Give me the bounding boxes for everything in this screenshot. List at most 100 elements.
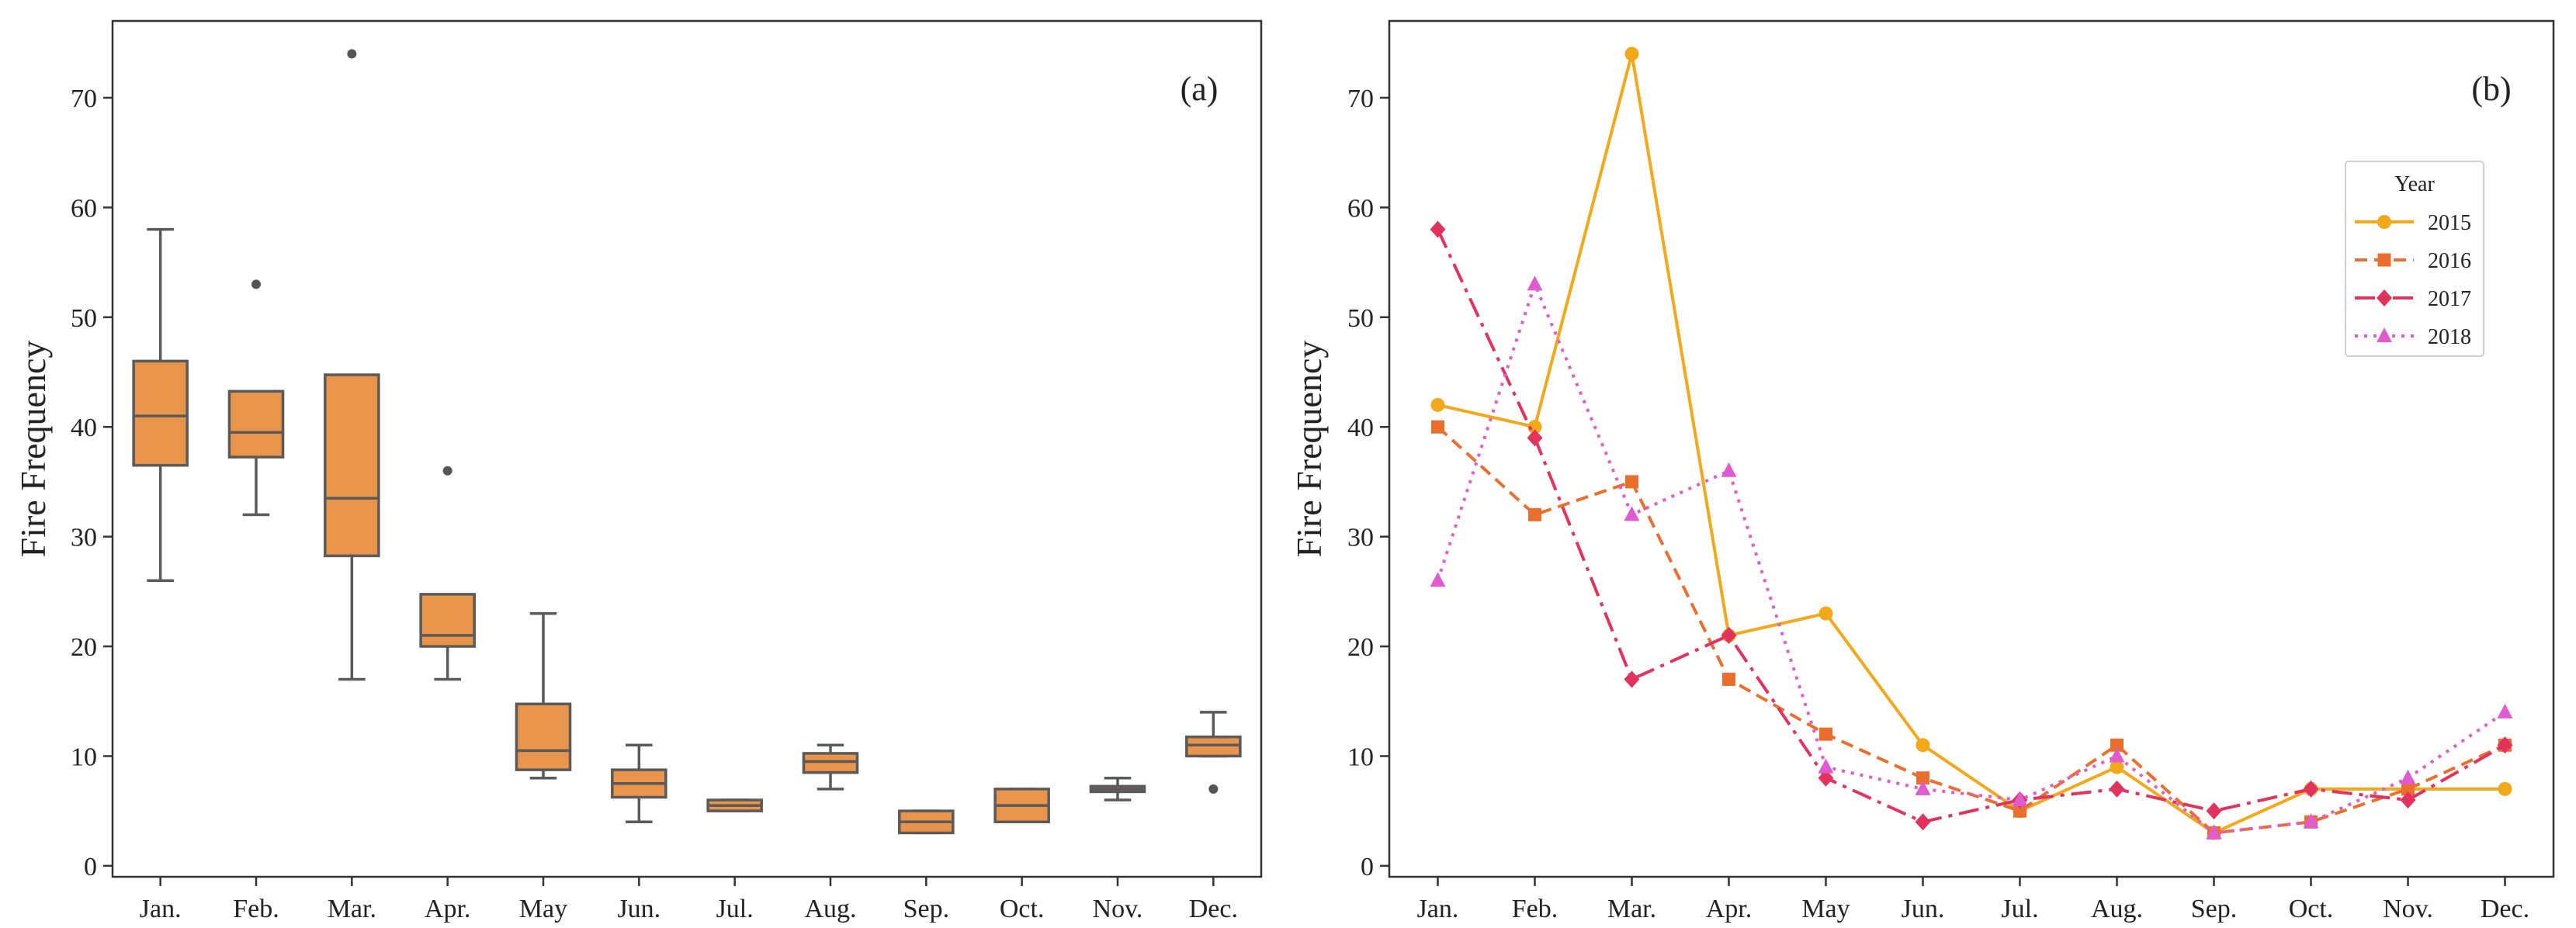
data-point bbox=[1722, 672, 1735, 686]
x-tick-label: Jan. bbox=[140, 895, 182, 923]
legend-box bbox=[2345, 161, 2484, 357]
series-line bbox=[1436, 282, 2506, 835]
legend-marker bbox=[2377, 289, 2392, 306]
data-point bbox=[2497, 736, 2513, 754]
x-tick-label: Nov. bbox=[1093, 895, 1143, 923]
box-outlier bbox=[1208, 784, 1219, 794]
box-11 bbox=[1089, 776, 1146, 802]
data-point bbox=[1527, 275, 1543, 291]
data-point bbox=[2400, 769, 2416, 784]
data-point bbox=[2110, 760, 2124, 774]
box-2 bbox=[227, 279, 285, 517]
panel-a-boxplot: 0 10 20 30 40 50 60 70 Jan. Feb. Mar. Apr. May Jun. Ju… bbox=[13, 19, 1263, 923]
box-body bbox=[515, 702, 572, 771]
x-tick-label: Jul. bbox=[2001, 895, 2038, 923]
panel-label: (b) bbox=[2471, 70, 2511, 108]
data-point bbox=[1430, 397, 1445, 412]
box-4 bbox=[419, 466, 476, 681]
box-body bbox=[324, 373, 380, 558]
series-line bbox=[1437, 52, 2505, 835]
y-tick-label: 10 bbox=[71, 743, 97, 771]
y-tick-label: 50 bbox=[71, 304, 97, 333]
y-tick-label: 40 bbox=[71, 414, 97, 442]
box-7 bbox=[706, 798, 763, 812]
box-5 bbox=[515, 611, 572, 780]
y-tick-label: 10 bbox=[1347, 743, 1374, 771]
x-tick-label: Feb. bbox=[1512, 895, 1558, 923]
data-point bbox=[2109, 780, 2125, 798]
data-point bbox=[1625, 475, 1638, 489]
x-tick-label: Jul. bbox=[716, 895, 754, 923]
y-axis-label: Fire Frequency bbox=[1289, 341, 1329, 558]
data-point bbox=[1819, 727, 1832, 741]
x-tick-label: Jun. bbox=[1902, 895, 1945, 923]
x-tick-label: Aug. bbox=[2091, 895, 2143, 923]
y-tick-label: 0 bbox=[1361, 853, 1374, 881]
plot-frame bbox=[1388, 19, 2555, 878]
y-tick-label: 30 bbox=[71, 524, 97, 552]
data-point bbox=[1818, 606, 1833, 621]
y-tick-label: 70 bbox=[71, 85, 97, 113]
legend-marker bbox=[2377, 215, 2391, 229]
legend-label: 2018 bbox=[2428, 325, 2471, 349]
data-point bbox=[1624, 506, 1640, 521]
y-tick-label: 20 bbox=[71, 633, 97, 662]
box-8 bbox=[802, 743, 859, 791]
data-point bbox=[2206, 802, 2222, 820]
data-point bbox=[2109, 747, 2125, 763]
x-tick-label: Oct. bbox=[1000, 895, 1045, 923]
x-tick-label: Apr. bbox=[425, 895, 471, 923]
x-tick-label: Feb. bbox=[233, 895, 279, 923]
x-tick-label: Sep. bbox=[2191, 895, 2238, 923]
data-point bbox=[2400, 791, 2416, 809]
data-point bbox=[1818, 769, 1834, 787]
box-body bbox=[227, 390, 285, 459]
box-outlier bbox=[347, 49, 357, 59]
x-tick-label: May bbox=[1801, 895, 1850, 923]
x-tick-label: Nov. bbox=[2383, 895, 2433, 923]
box-body bbox=[419, 593, 476, 648]
y-axis-label: Fire Frequency bbox=[13, 341, 53, 558]
box-10 bbox=[993, 788, 1050, 824]
data-point bbox=[1916, 771, 1929, 785]
box-body bbox=[802, 752, 859, 774]
data-point bbox=[1527, 429, 1543, 447]
panel-b-line-chart: 0 10 20 30 40 50 60 70 Jan. Feb. Mar. Apr. May Jun. Ju… bbox=[1289, 19, 2555, 923]
x-tick-label: Jan. bbox=[1417, 895, 1459, 923]
y-tick-label: 40 bbox=[1347, 414, 1374, 442]
data-point bbox=[1528, 507, 1541, 521]
box-3 bbox=[324, 49, 380, 681]
data-point bbox=[2110, 738, 2124, 752]
box-1 bbox=[132, 227, 189, 582]
data-point bbox=[1721, 462, 1737, 477]
legend-title: Year bbox=[2394, 172, 2435, 196]
y-tick-label: 70 bbox=[1347, 85, 1374, 113]
x-tick-label: Oct. bbox=[2289, 895, 2334, 923]
legend-marker bbox=[2377, 327, 2392, 342]
x-tick-label: Dec. bbox=[1189, 895, 1238, 923]
box-6 bbox=[611, 743, 667, 824]
data-point bbox=[1527, 420, 1542, 435]
data-point bbox=[2303, 813, 2319, 829]
data-point bbox=[2497, 703, 2513, 719]
box-body bbox=[132, 359, 189, 467]
data-point bbox=[1721, 626, 1737, 644]
y-tick-label: 0 bbox=[84, 853, 97, 881]
y-tick-label: 20 bbox=[1347, 633, 1374, 662]
y-tick-label: 60 bbox=[71, 194, 97, 223]
series-2018 bbox=[1430, 275, 2513, 840]
x-tick-label: Dec. bbox=[2481, 895, 2529, 923]
data-point bbox=[1916, 738, 1930, 753]
legend: Year 2015 2016 2017 2018 bbox=[2345, 161, 2484, 357]
data-point bbox=[2012, 791, 2028, 807]
y-tick-label: 60 bbox=[1347, 194, 1374, 223]
box-outlier bbox=[442, 466, 452, 476]
x-tick-label: Mar. bbox=[328, 895, 376, 923]
legend-label: 2015 bbox=[2428, 211, 2471, 235]
box-9 bbox=[898, 809, 955, 835]
data-point bbox=[1915, 780, 1931, 795]
plot-frame bbox=[111, 19, 1263, 878]
y-tick-label: 50 bbox=[1347, 304, 1374, 333]
data-point bbox=[2013, 804, 2026, 818]
